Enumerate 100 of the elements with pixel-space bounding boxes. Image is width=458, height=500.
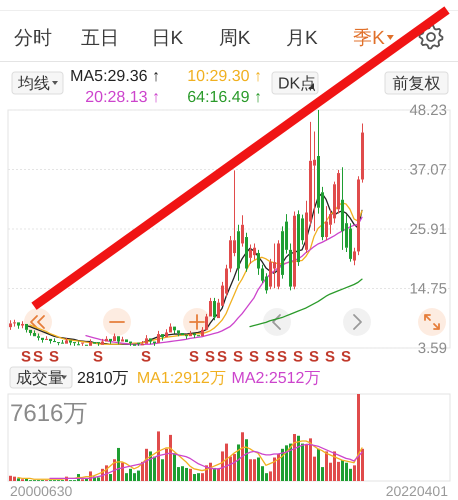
candlestick xyxy=(169,322,172,332)
candlestick xyxy=(109,338,112,344)
x-tick-label: S xyxy=(92,348,104,366)
bar xyxy=(169,434,172,481)
bar xyxy=(149,451,152,481)
annotation: 7616万 xyxy=(10,400,88,427)
bar xyxy=(357,394,360,481)
bar xyxy=(9,476,12,481)
bar xyxy=(161,459,164,481)
bar xyxy=(257,458,260,481)
candlestick xyxy=(289,242,292,291)
candlestick xyxy=(141,340,144,346)
y-tick-label: 25.91 xyxy=(409,220,447,238)
bar xyxy=(133,473,136,481)
bar xyxy=(281,448,284,481)
candlestick xyxy=(269,258,272,290)
candlestick xyxy=(13,319,16,328)
x-tick-label: S xyxy=(248,348,260,366)
y-tick-label: 14.75 xyxy=(409,280,447,298)
candlestick xyxy=(241,214,244,248)
candlestick xyxy=(245,232,248,272)
button: 前复权 xyxy=(384,72,448,94)
text: 分时 xyxy=(14,28,52,49)
candlestick xyxy=(277,240,280,290)
x-tick-label: S xyxy=(48,348,60,366)
x-tick-label: S xyxy=(32,348,44,366)
candlestick xyxy=(61,339,64,344)
bar xyxy=(157,431,160,481)
bar xyxy=(97,478,100,481)
bar xyxy=(277,454,280,481)
candlestick xyxy=(153,342,156,346)
candlestick xyxy=(45,336,48,340)
candlestick xyxy=(129,342,132,346)
candlestick xyxy=(73,342,76,346)
text: 20000630 xyxy=(10,483,73,499)
y-tick-label: 48.23 xyxy=(409,102,447,119)
candlestick xyxy=(17,322,20,330)
bar xyxy=(289,444,292,481)
line-series xyxy=(249,278,363,328)
candlestick xyxy=(9,320,12,330)
x-tick-label: S xyxy=(216,348,228,366)
candlestick xyxy=(201,326,204,336)
dropdown-button: 均线 xyxy=(12,72,64,94)
bar xyxy=(297,436,300,481)
candlestick xyxy=(189,330,192,336)
candlestick xyxy=(69,340,72,346)
x-tick-label: S xyxy=(20,348,32,366)
line-series xyxy=(85,216,363,346)
x-tick-label: S xyxy=(204,348,216,366)
x-tick-label: S xyxy=(308,348,320,366)
candlestick xyxy=(157,330,160,344)
bar xyxy=(341,460,344,481)
candlestick xyxy=(29,330,32,336)
bar xyxy=(137,470,140,481)
candlestick xyxy=(177,330,180,337)
candlestick xyxy=(105,336,108,342)
candlestick xyxy=(113,333,116,342)
candlestick xyxy=(41,338,44,344)
candlestick xyxy=(293,210,296,290)
bar xyxy=(109,474,112,481)
text: 月K xyxy=(286,28,318,49)
candlestick xyxy=(341,166,344,250)
text: MA1:2912万 xyxy=(136,370,226,387)
candlestick xyxy=(229,235,232,273)
candlestick xyxy=(137,342,140,346)
bar xyxy=(273,458,276,481)
bar xyxy=(345,462,348,481)
bar xyxy=(13,476,16,481)
dropdown-button: 成交量 xyxy=(10,366,72,388)
candlestick xyxy=(349,222,352,262)
candlestick xyxy=(165,328,168,338)
candlestick xyxy=(33,330,36,336)
bar xyxy=(181,466,184,481)
bar xyxy=(317,448,320,481)
candlestick xyxy=(121,336,124,342)
candlestick xyxy=(253,242,256,260)
bar xyxy=(253,459,256,481)
text: 64:16.49 ↑ xyxy=(187,89,262,106)
candlestick xyxy=(25,324,28,333)
candlestick xyxy=(53,338,56,342)
bar xyxy=(185,468,188,481)
candlestick xyxy=(161,334,164,341)
candlestick xyxy=(257,249,260,276)
candlestick xyxy=(357,176,360,256)
bar xyxy=(189,468,192,481)
candlestick xyxy=(273,242,276,289)
candlestick xyxy=(185,335,188,340)
bar xyxy=(129,468,132,481)
text: 五日 xyxy=(81,28,120,49)
x-tick-label: S xyxy=(140,348,152,366)
bar xyxy=(249,459,252,481)
bar xyxy=(125,473,128,481)
candlestick xyxy=(57,342,60,346)
bar xyxy=(197,473,200,481)
bar xyxy=(225,444,228,481)
bar xyxy=(245,439,248,481)
x-tick-label: S xyxy=(324,348,336,366)
candlestick xyxy=(193,334,196,338)
candlestick xyxy=(325,206,328,241)
text: 周K xyxy=(218,28,251,49)
